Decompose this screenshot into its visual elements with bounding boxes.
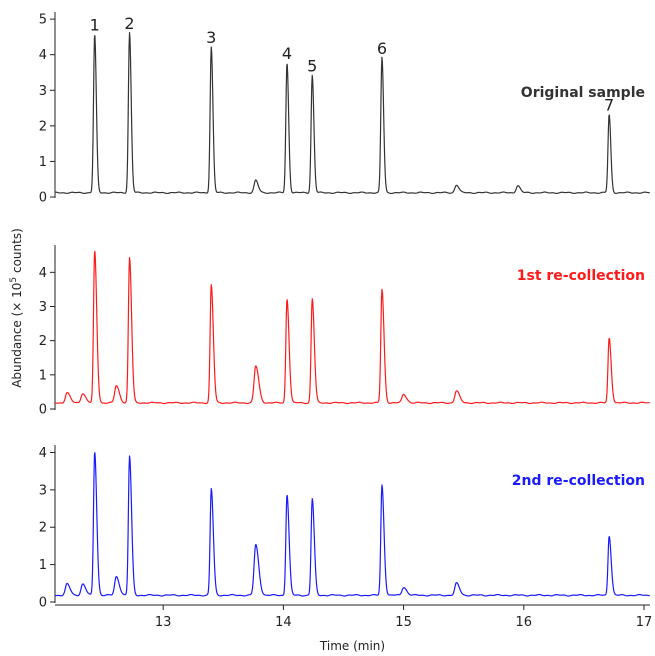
- y-tick-label: 4: [39, 446, 47, 461]
- trace-line: [54, 250, 650, 405]
- panel-2: 0 1 2 3 4 1st re-collection: [39, 245, 650, 418]
- y-tick-label: 3: [39, 84, 47, 99]
- panel-title: Original sample: [521, 85, 645, 101]
- trace-line: [54, 452, 650, 597]
- x-axis-title: Time (min): [319, 639, 385, 653]
- peak-label: 6: [377, 39, 387, 58]
- y-tick-label: 4: [39, 266, 47, 281]
- y-tick-label: 4: [39, 48, 47, 63]
- x-tick-label: 13: [155, 615, 172, 630]
- y-tick-label: 1: [39, 155, 47, 170]
- y-tick-label: 5: [39, 13, 47, 28]
- peak-label: 3: [206, 28, 216, 47]
- x-tick-label: 14: [275, 615, 292, 630]
- panel-title: 2nd re-collection: [512, 473, 645, 489]
- y-tick-label: 0: [39, 403, 47, 418]
- y-axis-title: Abundance (× 105 counts): [9, 228, 24, 388]
- trace-line: [54, 31, 650, 195]
- y-tick-label: 1: [39, 368, 47, 383]
- panel-title: 1st re-collection: [517, 268, 645, 284]
- peak-label: 1: [90, 16, 100, 35]
- peak-label: 7: [604, 96, 614, 115]
- y-tick-label: 2: [39, 334, 47, 349]
- panel-3: 0 1 2 3 4 2nd re-collection: [39, 445, 650, 611]
- x-tick-label: 15: [395, 615, 412, 630]
- y-tick-label: 0: [39, 191, 47, 206]
- y-tick-label: 2: [39, 521, 47, 536]
- peak-label: 2: [124, 14, 134, 33]
- y-tick-label: 3: [39, 483, 47, 498]
- peak-label: 5: [307, 57, 317, 76]
- x-tick-label: 17: [636, 615, 653, 630]
- x-axis: 13 14 15 16 17: [55, 604, 653, 630]
- y-tick-label: 2: [39, 119, 47, 134]
- x-tick-label: 16: [516, 615, 533, 630]
- y-tick-label: 1: [39, 558, 47, 573]
- y-tick-label: 3: [39, 300, 47, 315]
- y-tick-label: 0: [39, 596, 47, 611]
- peak-label: 4: [282, 44, 292, 63]
